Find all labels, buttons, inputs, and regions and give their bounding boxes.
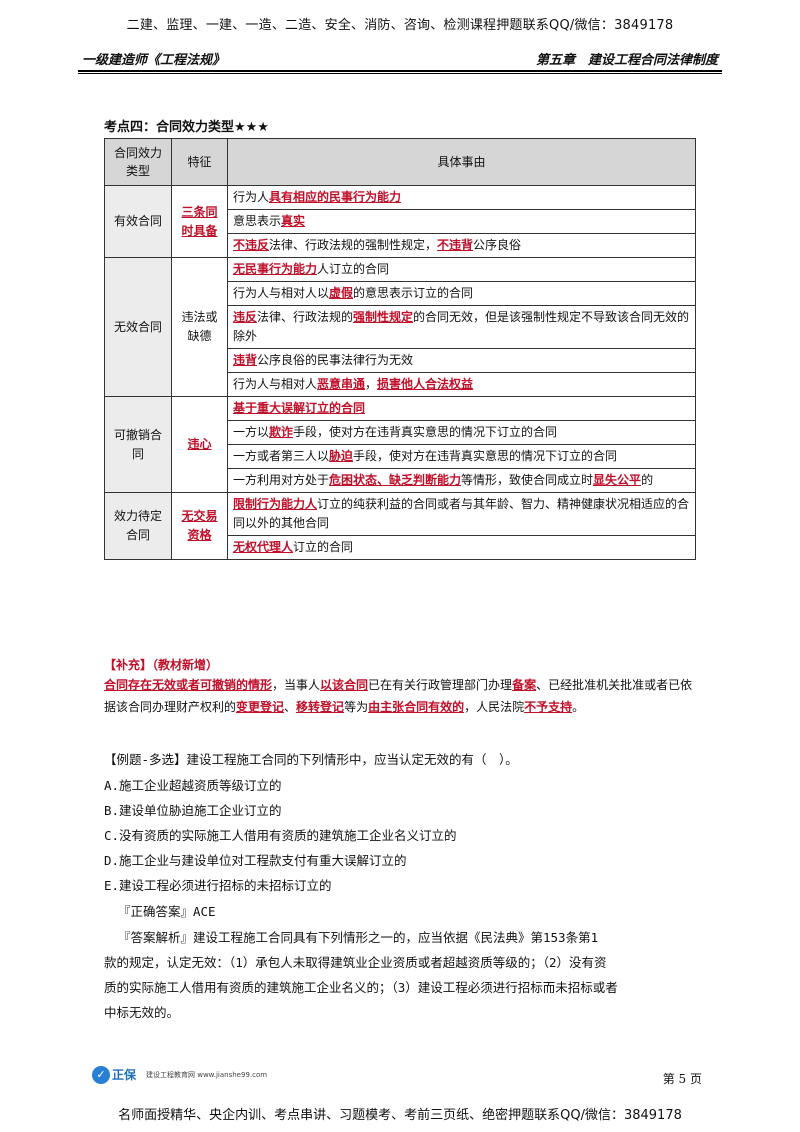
table-row: 无权代理人订立的合同 bbox=[105, 535, 696, 560]
detail-cell: 限制行为能力人订立的纯获利益的合同或者与其年龄、智力、精神健康状况相适应的合同以… bbox=[227, 492, 696, 536]
detail-cell: 一方或者第三人以胁迫手段，使对方在违背真实意思的情况下订立的合同 bbox=[227, 444, 696, 469]
bottom-contact-banner: 名师面授精华、央企内训、考点串讲、习题模考、考前三页纸、绝密押题联系QQ/微信：… bbox=[118, 1108, 682, 1123]
analysis-line: 质的实际施工人借用有资质的建筑施工企业名义的；（3）建设工程必须进行招标而未招标… bbox=[104, 980, 618, 995]
header-feature: 特征 bbox=[171, 138, 228, 186]
section-title: 考点四：合同效力类型★★★ bbox=[104, 120, 269, 135]
detail-cell: 一方利用对方处于危困状态、缺乏判断能力等情形，致使合同成立时显失公平的 bbox=[227, 468, 696, 493]
analysis-line: 款的规定，认定无效：（1）承包人未取得建筑业企业资质或者超越资质等级的；（2）没… bbox=[104, 955, 607, 970]
category-void: 无效合同 bbox=[104, 257, 172, 397]
option-c: C.没有资质的实际施工人借用有资质的建筑施工企业名义订立的 bbox=[104, 828, 457, 843]
table-row: 无效合同 违法或缺德 无民事行为能力人订立的合同 bbox=[104, 257, 696, 397]
detail-cell: 行为人与相对人以虚假的意思表示订立的合同 bbox=[227, 281, 696, 306]
option-b: B.建设单位胁迫施工企业订立的 bbox=[104, 803, 282, 818]
analysis-line: 『答案解析』建设工程施工合同具有下列情形之一的，应当依据《民法典》第153条第1 bbox=[118, 930, 599, 945]
question-stem: 【例题-多选】建设工程施工合同的下列情形中，应当认定无效的有（ ）。 bbox=[104, 752, 518, 767]
option-a: A.施工企业超越资质等级订立的 bbox=[104, 778, 282, 793]
book-title: 一级建造师《工程法规》 bbox=[82, 53, 226, 68]
header-detail: 具体事由 bbox=[227, 138, 696, 186]
page-number: 第 5 页 bbox=[662, 1072, 702, 1086]
table-row: 违背公序良俗的民事法律行为无效 bbox=[105, 348, 696, 373]
detail-cell: 违反法律、行政法规的强制性规定的合同无效，但是该强制性规定不导致该合同无效的除外 bbox=[227, 305, 696, 349]
table-row: 有效合同 三条同时具备 行为人具有相应的民事行为能力 bbox=[104, 185, 696, 258]
table-row: 不违反法律、行政法规的强制性规定，不违背公序良俗 bbox=[105, 233, 696, 258]
option-d: D.施工企业与建设单位对工程款支付有重大误解订立的 bbox=[104, 853, 407, 868]
table-row: 一方或者第三人以胁迫手段，使对方在违背真实意思的情况下订立的合同 bbox=[105, 444, 696, 469]
footer-brand: 正保 bbox=[112, 1068, 137, 1082]
chapter-title: 第五章 建设工程合同法律制度 bbox=[535, 53, 718, 68]
detail-cell: 行为人具有相应的民事行为能力 bbox=[227, 185, 696, 210]
correct-answer: 『正确答案』ACE bbox=[118, 904, 216, 919]
feature-effective: 三条同时具备 bbox=[171, 185, 228, 258]
detail-cell: 基于重大误解订立的合同 bbox=[227, 396, 696, 421]
supplement-label: 【补充】（教材新增） bbox=[104, 658, 219, 672]
analysis-line: 中标无效的。 bbox=[104, 1005, 180, 1020]
footer-site[interactable]: 建设工程教育网 www.jianshe99.com bbox=[146, 1071, 268, 1079]
table-header-row: 合同效力类型 特征 具体事由 bbox=[104, 138, 696, 186]
feature-voidable: 违心 bbox=[171, 396, 228, 493]
table-row: 可撤销合同 违心 基于重大误解订立的合同 bbox=[104, 396, 696, 493]
brand-logo-icon: ✓ bbox=[92, 1066, 110, 1084]
table-row: 意思表示真实 bbox=[105, 209, 696, 234]
detail-cell: 意思表示真实 bbox=[227, 209, 696, 234]
contract-validity-table: 合同效力类型 特征 具体事由 有效合同 三条同时具备 行为人具有相应的民事行为能… bbox=[104, 138, 696, 560]
feature-pending: 无交易资格 bbox=[171, 492, 228, 560]
table-row: 一方利用对方处于危困状态、缺乏判断能力等情形，致使合同成立时显失公平的 bbox=[105, 468, 696, 493]
header-type: 合同效力类型 bbox=[104, 138, 172, 186]
supplement-text: 合同存在无效或者可撤销的情形，当事人以该合同已在有关行政管理部门办理备案、已经批… bbox=[104, 678, 693, 714]
header-rule-thin bbox=[78, 73, 722, 74]
detail-cell: 不违反法律、行政法规的强制性规定，不违背公序良俗 bbox=[227, 233, 696, 258]
header-rule bbox=[78, 70, 722, 72]
category-voidable: 可撤销合同 bbox=[104, 396, 172, 493]
top-contact-banner: 二建、监理、一建、一造、二造、安全、消防、咨询、检测课程押题联系QQ/微信：38… bbox=[126, 18, 674, 33]
option-e: E.建设工程必须进行招标的未招标订立的 bbox=[104, 878, 332, 893]
detail-cell: 一方以欺诈手段，使对方在违背真实意思的情况下订立的合同 bbox=[227, 420, 696, 445]
detail-cell: 违背公序良俗的民事法律行为无效 bbox=[227, 348, 696, 373]
table-row: 效力待定合同 无交易资格 限制行为能力人订立的纯获利益的合同或者与其年龄、智力、… bbox=[104, 492, 696, 560]
detail-cell: 行为人与相对人恶意串通，损害他人合法权益 bbox=[227, 372, 696, 397]
detail-cell: 无权代理人订立的合同 bbox=[227, 535, 696, 560]
table-row: 行为人与相对人以虚假的意思表示订立的合同 bbox=[105, 281, 696, 306]
feature-void: 违法或缺德 bbox=[171, 257, 228, 397]
category-pending: 效力待定合同 bbox=[104, 492, 172, 560]
category-effective: 有效合同 bbox=[104, 185, 172, 258]
detail-cell: 无民事行为能力人订立的合同 bbox=[227, 257, 696, 282]
